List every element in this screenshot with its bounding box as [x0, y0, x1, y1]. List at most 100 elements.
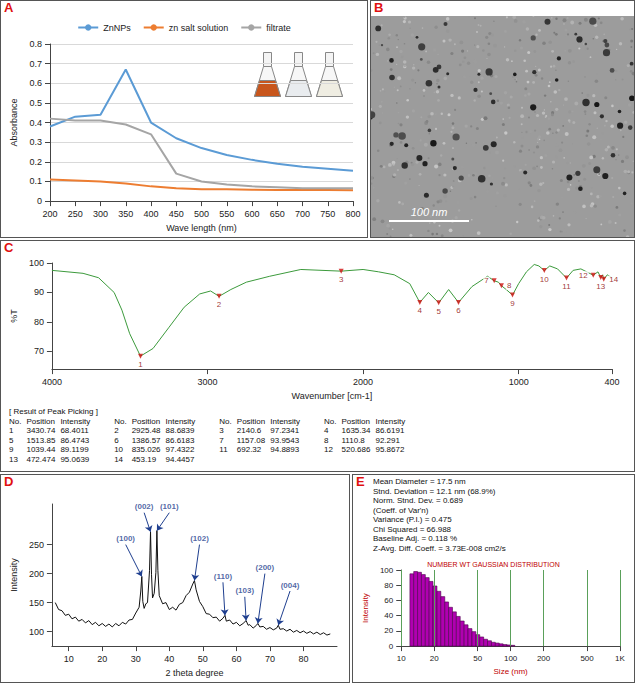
- svg-text:10: 10: [540, 275, 549, 284]
- svg-text:400: 400: [604, 377, 619, 387]
- svg-text:800: 800: [345, 209, 360, 219]
- svg-text:300: 300: [93, 209, 108, 219]
- svg-text:ZnNPs: ZnNPs: [103, 23, 131, 33]
- html-text:No.: No.: [114, 416, 127, 426]
- svg-text:Intensity: Intensity: [9, 558, 19, 592]
- svg-text:200: 200: [537, 654, 551, 663]
- svg-text:7: 7: [484, 276, 489, 285]
- svg-text:4: 4: [418, 306, 423, 315]
- svg-text:0.7: 0.7: [29, 59, 42, 69]
- svg-text:11: 11: [562, 282, 571, 291]
- svg-text:750: 750: [320, 209, 335, 219]
- svg-text:0.5: 0.5: [29, 98, 42, 108]
- svg-text:40: 40: [384, 611, 393, 620]
- svg-text:20: 20: [97, 654, 107, 664]
- svg-text:Intensity: Intensity: [361, 593, 370, 623]
- svg-text:2 theta degree: 2 theta degree: [165, 668, 223, 678]
- svg-text:0: 0: [389, 642, 394, 651]
- html-text:C: C: [4, 240, 14, 255]
- svg-text:(102): (102): [190, 534, 209, 543]
- svg-text:150: 150: [29, 598, 44, 608]
- svg-text:NUMBER WT GAUSSIAN DISTRIBUTIO: NUMBER WT GAUSSIAN DISTRIBUTION: [427, 561, 560, 568]
- svg-text:(103): (103): [235, 586, 254, 595]
- svg-text:80: 80: [298, 654, 308, 664]
- svg-text:650: 650: [270, 209, 285, 219]
- svg-text:0.3: 0.3: [29, 137, 42, 147]
- svg-text:400: 400: [143, 209, 158, 219]
- svg-text:70: 70: [265, 654, 275, 664]
- svg-text:100 nm: 100 nm: [411, 206, 448, 218]
- svg-text:0: 0: [37, 196, 42, 206]
- svg-text:1K: 1K: [615, 654, 625, 663]
- svg-text:1: 1: [138, 360, 143, 369]
- svg-text:250: 250: [68, 209, 83, 219]
- svg-text:20: 20: [384, 626, 393, 635]
- svg-text:500: 500: [194, 209, 209, 219]
- svg-text:10: 10: [397, 654, 406, 663]
- svg-text:(101): (101): [160, 502, 179, 511]
- svg-text:1000: 1000: [509, 377, 529, 387]
- svg-text:700: 700: [295, 209, 310, 219]
- svg-text:filtrate: filtrate: [266, 23, 291, 33]
- html-text:Position: Position: [26, 416, 55, 426]
- svg-text:550: 550: [219, 209, 234, 219]
- svg-text:12: 12: [579, 271, 588, 280]
- svg-text:250: 250: [29, 540, 44, 550]
- svg-text:0.2: 0.2: [29, 157, 42, 167]
- svg-text:80: 80: [384, 581, 393, 590]
- svg-text:200: 200: [29, 569, 44, 579]
- svg-text:50: 50: [473, 654, 482, 663]
- html-text:B: B: [374, 0, 384, 15]
- svg-text:450: 450: [169, 209, 184, 219]
- svg-text:70: 70: [34, 346, 44, 356]
- svg-text:Wavenumber [cm-1]: Wavenumber [cm-1]: [292, 391, 373, 401]
- svg-text:0.8: 0.8: [29, 39, 42, 49]
- svg-text:40: 40: [164, 654, 174, 664]
- svg-text:9: 9: [510, 299, 515, 308]
- svg-text:200: 200: [42, 209, 57, 219]
- svg-text:0.1: 0.1: [29, 176, 42, 186]
- svg-text:80: 80: [34, 317, 44, 327]
- svg-text:Wave length (nm): Wave length (nm): [166, 223, 237, 233]
- html-text:No.: No.: [9, 416, 22, 426]
- svg-text:500: 500: [580, 654, 594, 663]
- svg-text:60: 60: [384, 596, 393, 605]
- svg-text:0.6: 0.6: [29, 78, 42, 88]
- svg-text:100: 100: [380, 566, 394, 575]
- svg-text:(004): (004): [281, 581, 300, 590]
- svg-text:Size (nm): Size (nm): [494, 667, 529, 676]
- html-text:Position: Position: [131, 416, 161, 426]
- svg-text:2000: 2000: [353, 377, 373, 387]
- svg-text:6: 6: [456, 306, 461, 315]
- html-text:A: A: [4, 0, 14, 15]
- svg-text:2: 2: [217, 300, 222, 309]
- svg-text:(110): (110): [214, 572, 233, 581]
- svg-text:100: 100: [29, 627, 44, 637]
- svg-text:350: 350: [118, 209, 133, 219]
- svg-text:90: 90: [34, 287, 44, 297]
- svg-text:600: 600: [244, 209, 259, 219]
- svg-text:4000: 4000: [42, 377, 62, 387]
- svg-text:%T: %T: [9, 309, 19, 323]
- html-text:Intensity: Intensity: [60, 416, 91, 426]
- html-text:Intensity: Intensity: [165, 416, 196, 426]
- svg-text:13: 13: [596, 282, 605, 291]
- svg-text:30: 30: [131, 654, 141, 664]
- svg-text:5: 5: [436, 307, 441, 316]
- svg-text:100: 100: [29, 258, 44, 268]
- svg-text:50: 50: [198, 654, 208, 664]
- svg-text:(200): (200): [256, 563, 275, 572]
- svg-text:(100): (100): [116, 534, 135, 543]
- svg-text:3000: 3000: [197, 377, 217, 387]
- svg-text:14: 14: [609, 275, 618, 284]
- svg-text:zn salt solution: zn salt solution: [169, 23, 229, 33]
- svg-text:3: 3: [339, 275, 344, 284]
- svg-text:0.4: 0.4: [29, 118, 42, 128]
- svg-text:60: 60: [231, 654, 241, 664]
- svg-text:20: 20: [430, 654, 439, 663]
- svg-text:100: 100: [504, 654, 518, 663]
- svg-text:Absorbance: Absorbance: [9, 99, 19, 147]
- svg-text:10: 10: [64, 654, 74, 664]
- svg-text:(002): (002): [135, 502, 154, 511]
- svg-text:8: 8: [507, 281, 512, 290]
